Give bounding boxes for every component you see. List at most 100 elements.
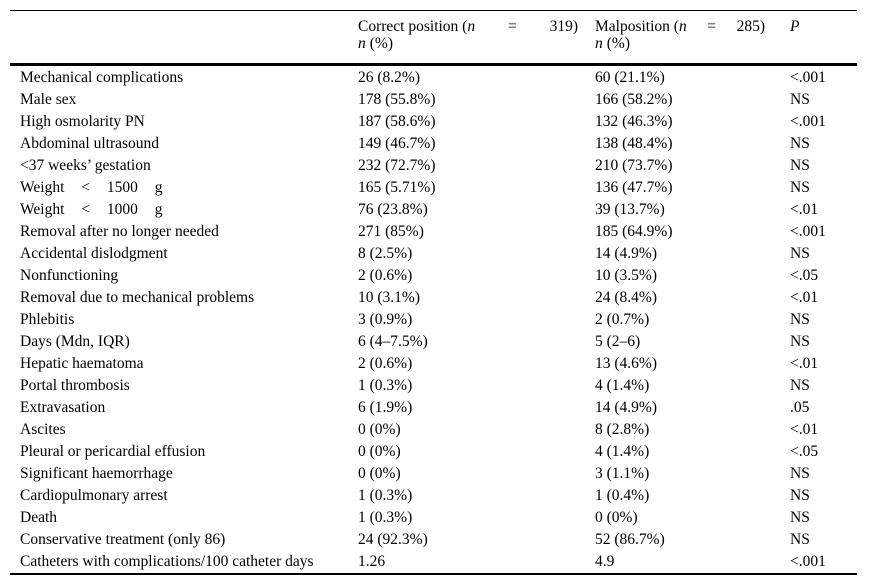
row-p: NS bbox=[790, 465, 810, 482]
row-p: NS bbox=[790, 135, 810, 152]
row-correct: 165 (5.71%) bbox=[358, 179, 436, 196]
row-malposition: 166 (58.2%) bbox=[595, 91, 673, 108]
row-correct: 26 (8.2%) bbox=[358, 69, 420, 86]
row-label: Weight < 1500 g bbox=[20, 179, 163, 196]
row-label: Portal thrombosis bbox=[20, 377, 130, 394]
header-malposition-n-symbol: n bbox=[678, 18, 687, 35]
row-p: <.01 bbox=[790, 201, 819, 218]
table-row: Hepatic haematoma 2 (0.6%) 13 (4.6%) <.0… bbox=[10, 353, 857, 375]
header-correct-n-symbol: n bbox=[467, 18, 476, 35]
row-label: Weight < 1000 g bbox=[20, 201, 163, 218]
header-malposition-equals: = bbox=[707, 18, 717, 35]
row-correct: 1.26 bbox=[358, 553, 386, 570]
row-malposition: 132 (46.3%) bbox=[595, 113, 673, 130]
row-label: Abdominal ultrasound bbox=[20, 135, 160, 152]
row-p: <.01 bbox=[790, 289, 819, 306]
row-correct: 149 (46.7%) bbox=[358, 135, 436, 152]
row-label: Mechanical complications bbox=[20, 69, 184, 86]
header-malposition-line1: Malposition (n = 285) bbox=[595, 18, 765, 35]
table-header-row: Correct position (n = 319) n (%) Malposit… bbox=[10, 11, 857, 66]
header-correct-count: 319) bbox=[549, 18, 578, 35]
table-row: Accidental dislodgment 8 (2.5%) 14 (4.9%… bbox=[10, 243, 857, 265]
row-malposition: 4 (1.4%) bbox=[595, 443, 650, 460]
row-p: <.05 bbox=[790, 443, 819, 460]
table-row: Ascites 0 (0%) 8 (2.8%) <.01 bbox=[10, 419, 857, 441]
row-label: Removal after no longer needed bbox=[20, 223, 219, 240]
row-malposition: 52 (86.7%) bbox=[595, 531, 665, 548]
row-p: <.001 bbox=[790, 113, 826, 130]
table-row: Catheters with complications/100 cathete… bbox=[10, 551, 857, 573]
row-malposition: 138 (48.4%) bbox=[595, 135, 673, 152]
row-correct: 232 (72.7%) bbox=[358, 157, 436, 174]
row-label: Pleural or pericardial effusion bbox=[20, 443, 206, 460]
header-correct-equals: = bbox=[507, 18, 517, 35]
row-correct: 6 (1.9%) bbox=[358, 399, 413, 416]
row-correct: 1 (0.3%) bbox=[358, 509, 413, 526]
table-row: Extravasation 6 (1.9%) 14 (4.9%) .05 bbox=[10, 397, 857, 419]
table-row: Weight < 1500 g 165 (5.71%) 136 (47.7%) … bbox=[10, 177, 857, 199]
row-p: <.01 bbox=[790, 355, 819, 372]
row-p: NS bbox=[790, 245, 810, 262]
row-p: NS bbox=[790, 91, 810, 108]
table-row: Male sex 178 (55.8%) 166 (58.2%) NS bbox=[10, 89, 857, 111]
row-malposition: 14 (4.9%) bbox=[595, 245, 657, 262]
row-p: NS bbox=[790, 157, 810, 174]
row-label: Male sex bbox=[20, 91, 77, 108]
table-row: Removal due to mechanical problems 10 (3… bbox=[10, 287, 857, 309]
row-label: <37 weeks’ gestation bbox=[20, 157, 151, 174]
header-correct-title: Correct position ( bbox=[358, 18, 468, 35]
row-label: Phlebitis bbox=[20, 311, 75, 328]
row-correct: 1 (0.3%) bbox=[358, 377, 413, 394]
row-correct: 76 (23.8%) bbox=[358, 201, 428, 218]
row-correct: 0 (0%) bbox=[358, 443, 401, 460]
header-p-value: P bbox=[790, 18, 800, 35]
row-malposition: 60 (21.1%) bbox=[595, 69, 665, 86]
header-correct-unit: n (%) bbox=[358, 35, 595, 52]
row-malposition: 14 (4.9%) bbox=[595, 399, 657, 416]
row-p: NS bbox=[790, 377, 810, 394]
table-row: Cardiopulmonary arrest 1 (0.3%) 1 (0.4%)… bbox=[10, 485, 857, 507]
table-row: Significant haemorrhage 0 (0%) 3 (1.1%) … bbox=[10, 463, 857, 485]
row-malposition: 0 (0%) bbox=[595, 509, 638, 526]
table-row: Pleural or pericardial effusion 0 (0%) 4… bbox=[10, 441, 857, 463]
table-row: Mechanical complications 26 (8.2%) 60 (2… bbox=[10, 67, 857, 89]
row-label: Cardiopulmonary arrest bbox=[20, 487, 168, 504]
row-label: Nonfunctioning bbox=[20, 267, 119, 284]
row-p: <.001 bbox=[790, 223, 826, 240]
header-correct-position-line1: Correct position (n = 319) bbox=[358, 18, 578, 35]
row-malposition: 2 (0.7%) bbox=[595, 311, 650, 328]
table-row: Conservative treatment (only 86) 24 (92.… bbox=[10, 529, 857, 551]
row-correct: 0 (0%) bbox=[358, 465, 401, 482]
row-p: NS bbox=[790, 311, 810, 328]
table-row: Abdominal ultrasound 149 (46.7%) 138 (48… bbox=[10, 133, 857, 155]
header-malposition-count: 285) bbox=[736, 18, 765, 35]
row-correct: 10 (3.1%) bbox=[358, 289, 420, 306]
table-row: Portal thrombosis 1 (0.3%) 4 (1.4%) NS bbox=[10, 375, 857, 397]
header-correct-unit-n: n bbox=[358, 35, 366, 52]
row-malposition: 185 (64.9%) bbox=[595, 223, 673, 240]
table-row: <37 weeks’ gestation 232 (72.7%) 210 (73… bbox=[10, 155, 857, 177]
row-p: <.05 bbox=[790, 267, 819, 284]
row-correct: 271 (85%) bbox=[358, 223, 424, 240]
row-correct: 0 (0%) bbox=[358, 421, 401, 438]
header-malposition-title: Malposition ( bbox=[595, 18, 679, 35]
row-label: Significant haemorrhage bbox=[20, 465, 173, 482]
header-empty-cell bbox=[20, 18, 358, 52]
table-row: High osmolarity PN 187 (58.6%) 132 (46.3… bbox=[10, 111, 857, 133]
row-correct: 178 (55.8%) bbox=[358, 91, 436, 108]
row-malposition: 136 (47.7%) bbox=[595, 179, 673, 196]
row-malposition: 13 (4.6%) bbox=[595, 355, 657, 372]
row-label: Days (Mdn, IQR) bbox=[20, 333, 130, 350]
row-correct: 2 (0.6%) bbox=[358, 267, 413, 284]
row-p: <.001 bbox=[790, 69, 826, 86]
comparison-table: Correct position (n = 319) n (%) Malposit… bbox=[10, 10, 857, 575]
row-malposition: 8 (2.8%) bbox=[595, 421, 650, 438]
row-p: NS bbox=[790, 531, 810, 548]
row-malposition: 4 (1.4%) bbox=[595, 377, 650, 394]
row-malposition: 3 (1.1%) bbox=[595, 465, 650, 482]
table-body: Mechanical complications 26 (8.2%) 60 (2… bbox=[10, 66, 857, 575]
row-correct: 2 (0.6%) bbox=[358, 355, 413, 372]
row-p: NS bbox=[790, 487, 810, 504]
row-malposition: 39 (13.7%) bbox=[595, 201, 665, 218]
row-label: Removal due to mechanical problems bbox=[20, 289, 255, 306]
